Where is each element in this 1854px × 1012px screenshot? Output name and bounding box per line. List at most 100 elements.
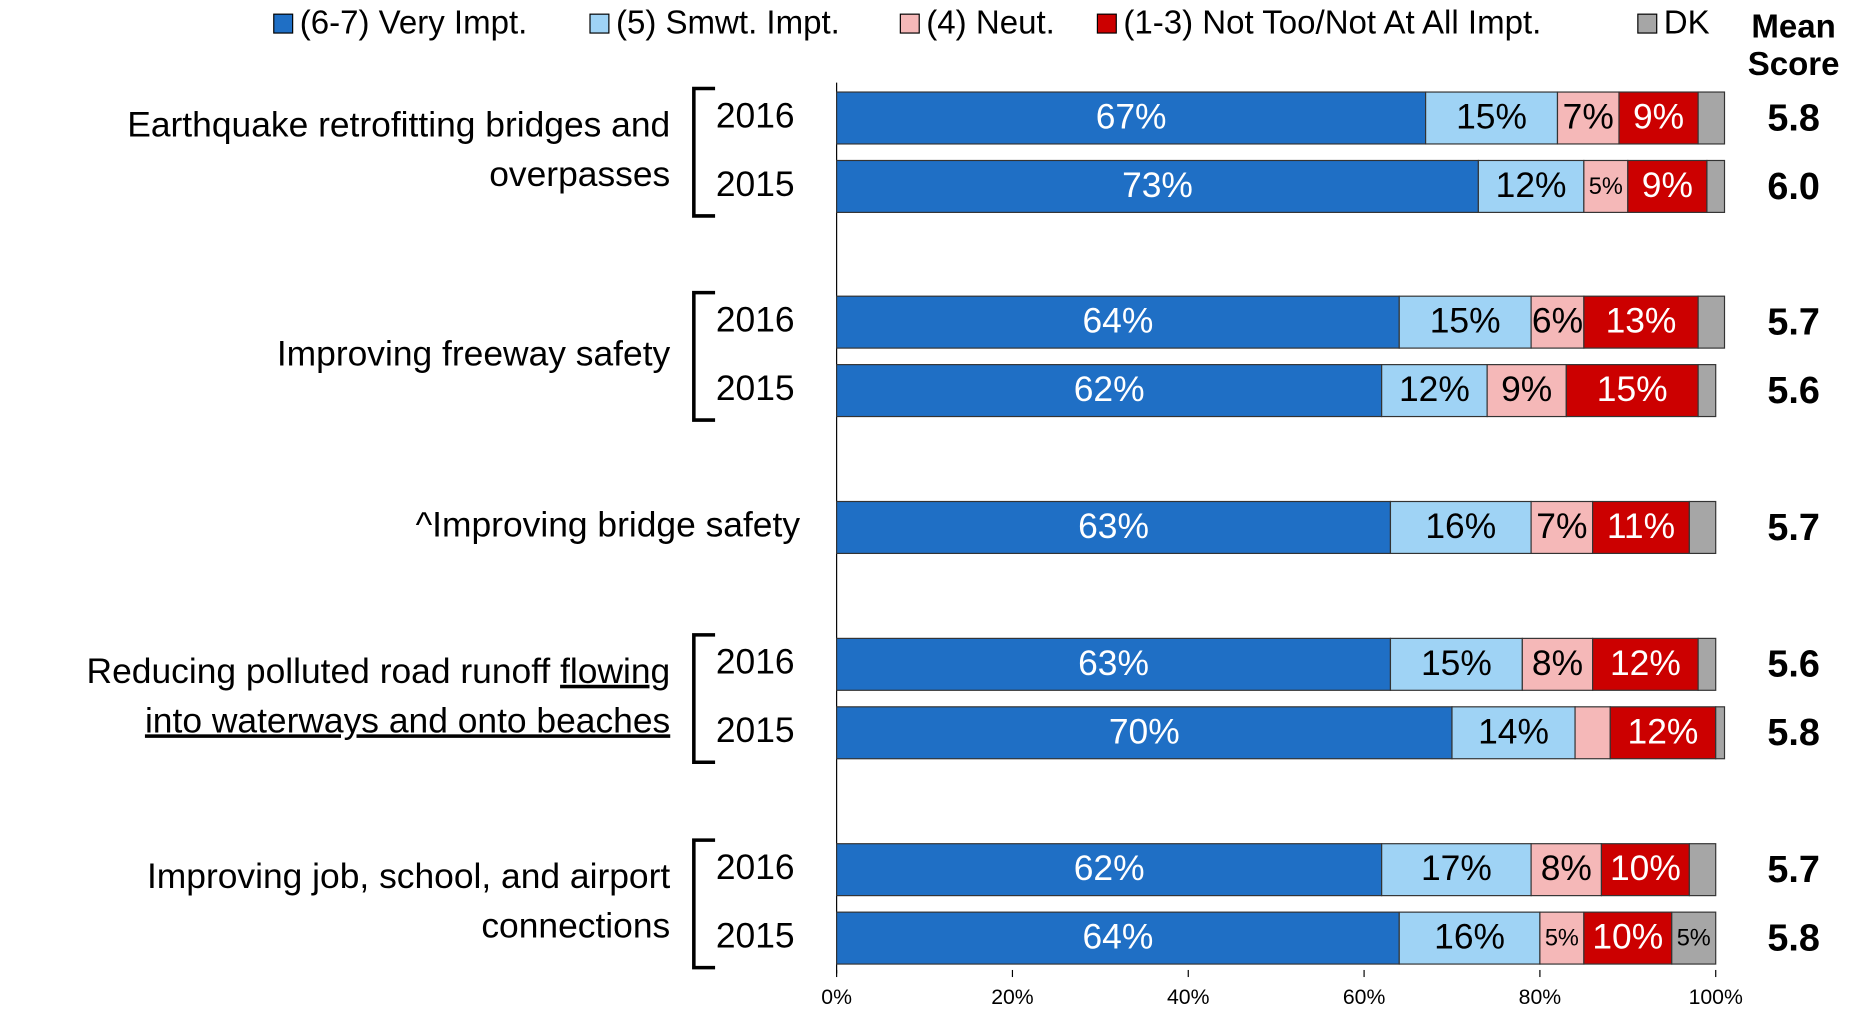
bar-label: 12% — [1496, 165, 1567, 205]
year-label: 2016 — [716, 847, 795, 887]
bar-label: 7% — [1536, 506, 1587, 546]
year-label: 2015 — [716, 710, 795, 750]
legend-label: (6-7) Very Impt. — [300, 5, 528, 42]
group-label: Improving job, school, and airport — [147, 856, 670, 896]
year-label: 2015 — [716, 164, 795, 204]
bar-segment — [1583, 295, 1699, 349]
bar-label: 70% — [1109, 711, 1180, 751]
bar-segment — [1574, 706, 1611, 760]
legend-swatch — [1637, 13, 1658, 34]
bar-label: 64% — [1083, 301, 1154, 341]
group-label: ^Improving bridge safety — [416, 505, 801, 545]
bar-segment — [1592, 500, 1690, 555]
bar-label: 16% — [1434, 917, 1505, 957]
bar-label: 10% — [1592, 917, 1663, 957]
legend-swatch — [273, 13, 294, 34]
mean-score: 5.8 — [1767, 917, 1819, 959]
group-label-part: into waterways and onto beaches — [145, 701, 670, 741]
bar-label: 10% — [1610, 848, 1681, 888]
x-tick-label: 80% — [1519, 985, 1562, 1009]
bar-label: 7% — [1563, 97, 1614, 137]
bar-segment — [1671, 911, 1717, 965]
bar-segment — [1618, 91, 1699, 145]
bar-segment — [1565, 364, 1699, 418]
x-tick-label: 60% — [1343, 985, 1386, 1009]
bar-label: 62% — [1074, 369, 1145, 409]
mean-score-title-word: Mean — [1751, 8, 1835, 45]
bar-label: 12% — [1628, 711, 1699, 751]
bar-segment — [1389, 637, 1523, 691]
bar-segment — [836, 364, 1383, 418]
bar-label: 8% — [1541, 848, 1592, 888]
mean-score: 5.7 — [1767, 507, 1819, 549]
bar-label: 6% — [1532, 301, 1583, 341]
bar-label: 15% — [1456, 97, 1527, 137]
group-label-part: ^Improving bridge safety — [416, 505, 801, 545]
bar-segment — [1451, 706, 1576, 760]
bar-segment — [1583, 911, 1673, 965]
bar-label: 5% — [1545, 926, 1579, 952]
bar-segment — [836, 843, 1383, 897]
bar-label: 17% — [1421, 848, 1492, 888]
mean-score: 5.6 — [1767, 644, 1819, 686]
bar-label: 13% — [1606, 301, 1677, 341]
plot: (6-7) Very Impt. (5) Smwt. Impt. (4) Neut.… — [87, 5, 1840, 1009]
bar-segment — [1530, 500, 1594, 555]
bar-segment — [1398, 911, 1541, 965]
legend-swatch — [589, 13, 610, 34]
bar-segment — [1706, 159, 1726, 213]
group-label: into waterways and onto beaches — [145, 701, 670, 741]
year-label: 2015 — [716, 368, 795, 408]
bar-segment — [1556, 91, 1620, 145]
legend-label: (5) Smwt. Impt. — [616, 5, 840, 42]
bar-label: 11% — [1607, 506, 1675, 546]
group-label-part: connections — [481, 906, 670, 946]
bar-label: 14% — [1478, 711, 1549, 751]
bar-label: 12% — [1399, 369, 1470, 409]
bar-segment — [1688, 843, 1717, 897]
bar-segment — [1521, 637, 1594, 691]
bar-segment — [1688, 500, 1717, 555]
mean-score: 5.8 — [1767, 712, 1819, 754]
legend-swatch — [899, 13, 920, 34]
bar-segment — [836, 706, 1453, 760]
bar-label: 16% — [1425, 506, 1496, 546]
bar-segment — [1425, 91, 1559, 145]
year-label: 2015 — [716, 915, 795, 955]
bar-label: 12% — [1610, 643, 1681, 683]
bar-label: 15% — [1430, 301, 1501, 341]
x-tick-label: 20% — [991, 985, 1034, 1009]
bar-segment — [1381, 364, 1488, 418]
bar-label: 63% — [1078, 643, 1149, 683]
bar-segment — [1530, 843, 1603, 897]
x-tick-label: 40% — [1167, 985, 1210, 1009]
group-label-part: Improving freeway safety — [277, 334, 671, 374]
group-label-part: Earthquake retrofitting bridges and — [127, 105, 670, 145]
group-label-part: Reducing polluted road runoff — [87, 651, 561, 691]
bar-segment — [1697, 637, 1717, 691]
bar-segment — [1697, 295, 1726, 349]
bracket — [692, 290, 716, 422]
bar-segment — [1539, 911, 1585, 965]
x-tick-label: 100% — [1689, 985, 1743, 1009]
bar-segment — [1477, 159, 1585, 213]
bracket — [692, 838, 716, 970]
legend-label: DK — [1664, 5, 1710, 42]
bar-segment — [1381, 843, 1532, 897]
bar-segment — [1697, 364, 1717, 418]
group-label-part: flowing — [560, 651, 670, 691]
bar-label: 9% — [1633, 97, 1684, 137]
bar-segment — [1486, 364, 1567, 418]
bar-label: 8% — [1532, 643, 1583, 683]
group-label-part: Improving job, school, and airport — [147, 856, 670, 896]
bracket — [692, 633, 716, 765]
mean-score: 5.7 — [1767, 849, 1819, 891]
bar-label: 5% — [1589, 174, 1623, 200]
bar-segment — [1592, 637, 1699, 691]
bar-label: 64% — [1083, 917, 1154, 957]
bar-segment — [836, 159, 1479, 213]
bar-segment — [836, 91, 1427, 145]
bar-label: 5% — [1677, 926, 1711, 952]
bar-segment — [836, 911, 1400, 965]
